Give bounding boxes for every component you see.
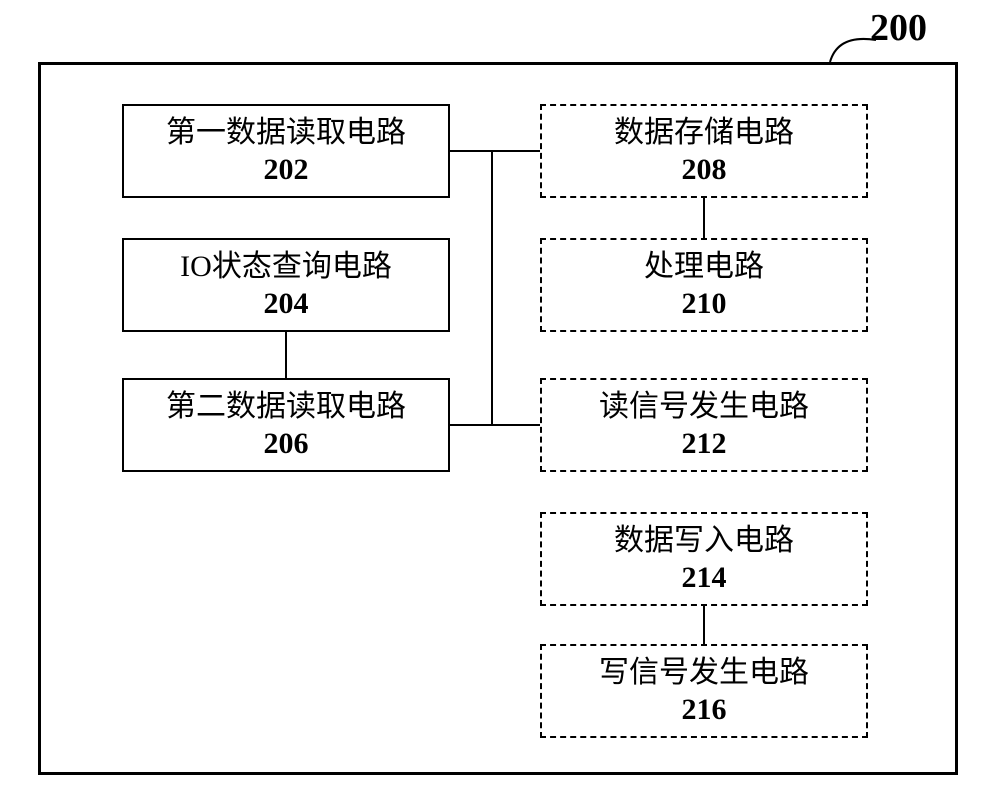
block-title: 处理电路	[644, 248, 764, 286]
block-number: 202	[264, 151, 309, 189]
figure-number-label: 200	[870, 6, 927, 50]
block-read-signal-gen-circuit: 读信号发生电路 212	[540, 378, 868, 472]
block-title: 写信号发生电路	[599, 654, 809, 692]
block-title: 数据存储电路	[614, 114, 794, 152]
block-write-signal-gen-circuit: 写信号发生电路 216	[540, 644, 868, 738]
block-processing-circuit: 处理电路 210	[540, 238, 868, 332]
block-number: 214	[682, 559, 727, 597]
block-data-write-circuit: 数据写入电路 214	[540, 512, 868, 606]
block-number: 210	[682, 285, 727, 323]
block-title: IO状态查询电路	[180, 248, 392, 286]
block-number: 212	[682, 425, 727, 463]
block-number: 216	[682, 691, 727, 729]
block-title: 第二数据读取电路	[166, 388, 406, 426]
block-io-state-query-circuit: IO状态查询电路 204	[122, 238, 450, 332]
block-title: 第一数据读取电路	[166, 114, 406, 152]
block-title: 读信号发生电路	[599, 388, 809, 426]
block-title: 数据写入电路	[614, 522, 794, 560]
diagram-canvas: 200 第一数据读取电路 202 IO状态查询电路 204 第二数据读取电路 2…	[0, 0, 1000, 789]
block-first-data-read-circuit: 第一数据读取电路 202	[122, 104, 450, 198]
block-number: 204	[264, 285, 309, 323]
block-second-data-read-circuit: 第二数据读取电路 206	[122, 378, 450, 472]
block-number: 208	[682, 151, 727, 189]
block-data-storage-circuit: 数据存储电路 208	[540, 104, 868, 198]
block-number: 206	[264, 425, 309, 463]
